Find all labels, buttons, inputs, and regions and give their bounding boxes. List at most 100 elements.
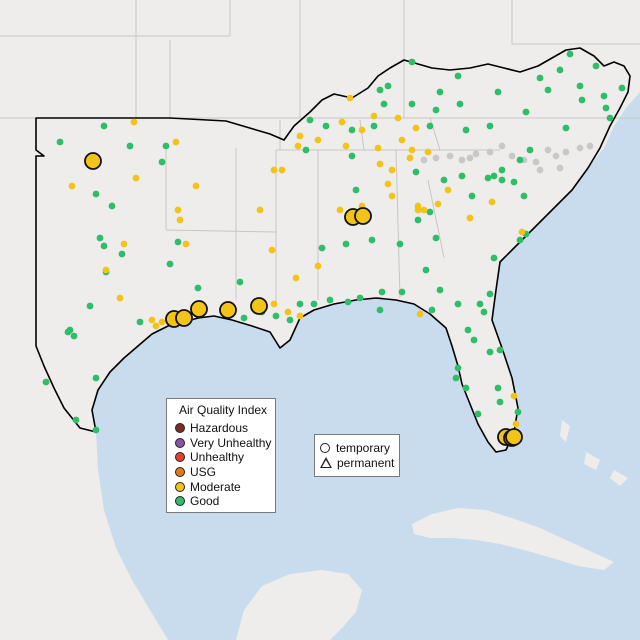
monitor-dot[interactable] — [458, 156, 466, 164]
monitor-dot[interactable] — [428, 306, 436, 314]
monitor-dot[interactable] — [422, 266, 430, 274]
monitor-dot[interactable] — [456, 100, 464, 108]
monitor-dot[interactable] — [602, 104, 610, 112]
temporary-monitor-marker[interactable] — [250, 297, 268, 315]
monitor-dot[interactable] — [378, 288, 386, 296]
monitor-dot[interactable] — [552, 152, 560, 160]
monitor-dot[interactable] — [306, 116, 314, 124]
monitor-dot[interactable] — [556, 66, 564, 74]
monitor-dot[interactable] — [486, 290, 494, 298]
monitor-dot[interactable] — [370, 112, 378, 120]
monitor-dot[interactable] — [576, 144, 584, 152]
temporary-monitor-marker[interactable] — [219, 301, 237, 319]
monitor-dot[interactable] — [452, 374, 460, 382]
monitor-dot[interactable] — [496, 346, 504, 354]
monitor-dot[interactable] — [368, 236, 376, 244]
monitor-dot[interactable] — [398, 288, 406, 296]
monitor-dot[interactable] — [536, 166, 544, 174]
monitor-dot[interactable] — [384, 180, 392, 188]
monitor-dot[interactable] — [420, 156, 428, 164]
monitor-dot[interactable] — [296, 312, 304, 320]
monitor-dot[interactable] — [414, 202, 422, 210]
monitor-dot[interactable] — [440, 176, 448, 184]
monitor-dot[interactable] — [454, 300, 462, 308]
monitor-dot[interactable] — [556, 164, 564, 172]
monitor-dot[interactable] — [532, 158, 540, 166]
monitor-dot[interactable] — [152, 322, 160, 330]
temporary-monitor-marker[interactable] — [354, 207, 372, 225]
monitor-dot[interactable] — [468, 192, 476, 200]
monitor-dot[interactable] — [118, 250, 126, 258]
monitor-dot[interactable] — [296, 300, 304, 308]
monitor-dot[interactable] — [458, 172, 466, 180]
monitor-dot[interactable] — [236, 278, 244, 286]
monitor-dot[interactable] — [434, 200, 442, 208]
monitor-dot[interactable] — [158, 158, 166, 166]
monitor-dot[interactable] — [498, 176, 506, 184]
monitor-dot[interactable] — [488, 198, 496, 206]
monitor-dot[interactable] — [592, 62, 600, 70]
monitor-dot[interactable] — [476, 300, 484, 308]
monitor-dot[interactable] — [416, 310, 424, 318]
monitor-dot[interactable] — [376, 306, 384, 314]
monitor-dot[interactable] — [408, 146, 416, 154]
monitor-dot[interactable] — [176, 216, 184, 224]
monitor-dot[interactable] — [342, 240, 350, 248]
monitor-dot[interactable] — [270, 300, 278, 308]
monitor-dot[interactable] — [408, 100, 416, 108]
monitor-dot[interactable] — [562, 148, 570, 156]
monitor-dot[interactable] — [516, 236, 524, 244]
monitor-dot[interactable] — [342, 142, 350, 150]
monitor-dot[interactable] — [544, 86, 552, 94]
monitor-dot[interactable] — [130, 118, 138, 126]
monitor-dot[interactable] — [310, 300, 318, 308]
monitor-dot[interactable] — [498, 142, 506, 150]
monitor-dot[interactable] — [166, 260, 174, 268]
monitor-dot[interactable] — [436, 286, 444, 294]
monitor-dot[interactable] — [586, 142, 594, 150]
monitor-dot[interactable] — [86, 302, 94, 310]
monitor-dot[interactable] — [296, 132, 304, 140]
monitor-dot[interactable] — [462, 126, 470, 134]
monitor-dot[interactable] — [116, 294, 124, 302]
monitor-dot[interactable] — [420, 206, 428, 214]
monitor-dot[interactable] — [514, 408, 522, 416]
monitor-dot[interactable] — [348, 152, 356, 160]
monitor-dot[interactable] — [480, 308, 488, 316]
monitor-dot[interactable] — [348, 126, 356, 134]
monitor-dot[interactable] — [174, 238, 182, 246]
monitor-dot[interactable] — [426, 208, 434, 216]
monitor-dot[interactable] — [454, 72, 462, 80]
monitor-dot[interactable] — [108, 202, 116, 210]
monitor-dot[interactable] — [432, 234, 440, 242]
monitor-dot[interactable] — [462, 384, 470, 392]
monitor-dot[interactable] — [100, 122, 108, 130]
monitor-dot[interactable] — [600, 92, 608, 100]
monitor-dot[interactable] — [470, 336, 478, 344]
monitor-dot[interactable] — [396, 240, 404, 248]
monitor-dot[interactable] — [518, 228, 526, 236]
monitor-dot[interactable] — [412, 124, 420, 132]
monitor-dot[interactable] — [408, 58, 416, 66]
monitor-dot[interactable] — [70, 332, 78, 340]
monitor-dot[interactable] — [454, 364, 462, 372]
monitor-dot[interactable] — [576, 82, 584, 90]
monitor-dot[interactable] — [508, 152, 516, 160]
monitor-dot[interactable] — [414, 216, 422, 224]
monitor-dot[interactable] — [484, 174, 492, 182]
monitor-dot[interactable] — [358, 126, 366, 134]
monitor-dot[interactable] — [516, 156, 524, 164]
monitor-dot[interactable] — [256, 206, 264, 214]
monitor-dot[interactable] — [376, 86, 384, 94]
monitor-dot[interactable] — [286, 316, 294, 324]
monitor-dot[interactable] — [42, 378, 50, 386]
monitor-dot[interactable] — [446, 152, 454, 160]
monitor-dot[interactable] — [486, 122, 494, 130]
monitor-dot[interactable] — [344, 298, 352, 306]
monitor-dot[interactable] — [68, 182, 76, 190]
monitor-dot[interactable] — [406, 154, 414, 162]
monitor-dot[interactable] — [394, 114, 402, 122]
monitor-dot[interactable] — [278, 166, 286, 174]
monitor-dot[interactable] — [490, 172, 498, 180]
